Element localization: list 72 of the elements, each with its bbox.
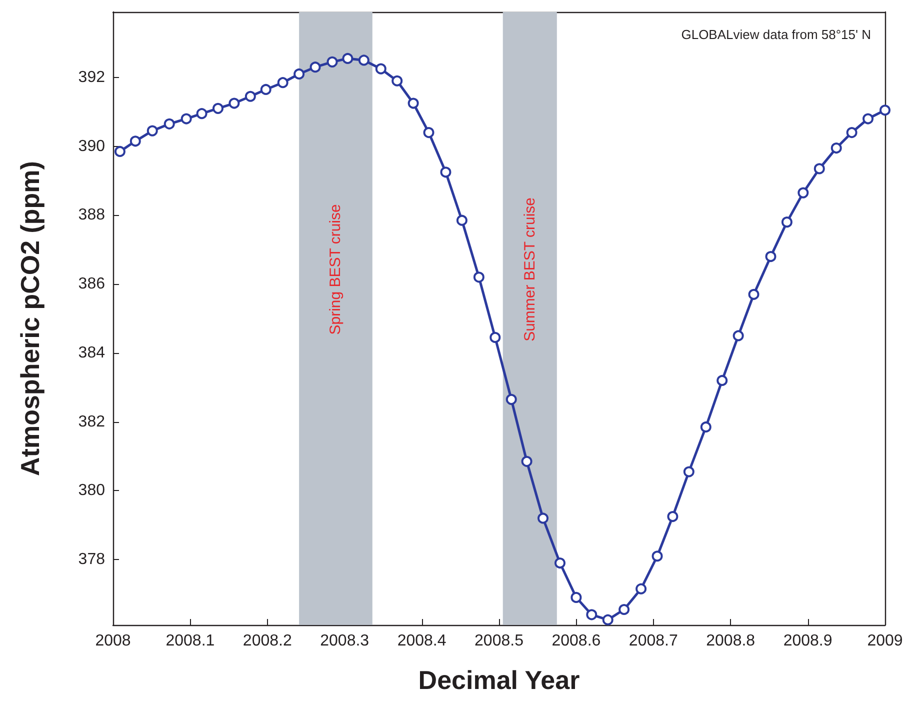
point [146, 125, 158, 136]
y-tick-label: 384 [78, 344, 106, 362]
point [700, 421, 712, 432]
point [130, 136, 141, 147]
point [440, 166, 452, 178]
point [586, 609, 598, 620]
x-tick-label: 2008.4 [397, 632, 446, 650]
band-label: Summer BEST cruise [521, 197, 538, 342]
point [506, 394, 517, 405]
point [652, 550, 663, 562]
point [862, 113, 874, 124]
x-tick-label: 2008.2 [242, 632, 292, 650]
point [212, 102, 224, 114]
x-tick-label: 2009 [867, 632, 903, 650]
point [602, 614, 614, 626]
y-tick-label: 392 [78, 68, 106, 86]
x-tick-label: 2008.6 [552, 632, 601, 650]
y-tick-label: 378 [78, 551, 106, 568]
point [375, 63, 386, 74]
point [830, 142, 842, 154]
point [732, 330, 744, 342]
point [880, 104, 890, 116]
point [228, 98, 240, 109]
point [716, 374, 728, 386]
point [748, 288, 760, 300]
point [196, 108, 208, 120]
point [667, 511, 678, 522]
point [294, 68, 305, 80]
y-tick-label: 386 [78, 276, 106, 293]
point [781, 216, 792, 228]
point [521, 456, 532, 467]
y-tick-label: 382 [78, 413, 106, 430]
point [310, 62, 321, 73]
point [554, 558, 566, 569]
point [846, 127, 858, 138]
x-tick-label: 2008.1 [166, 632, 215, 650]
point [798, 187, 809, 198]
point [538, 512, 549, 524]
point [423, 127, 434, 138]
point [456, 214, 468, 226]
x-tick-label: 2008.3 [320, 632, 370, 650]
point [636, 583, 647, 594]
point [326, 56, 338, 68]
band-label: Spring BEST cruise [327, 204, 344, 335]
y-tick-label: 380 [78, 482, 106, 500]
y-axis-title: Atmospheric pCO2 (ppm) [15, 161, 45, 476]
x-axis-title: Decimal Year [418, 665, 580, 695]
y-tick-label: 390 [78, 138, 106, 155]
x-tick-label: 2008.7 [628, 632, 678, 650]
x-tick-label: 2008 [95, 632, 131, 650]
point [342, 52, 354, 64]
annotation: GLOBALview data from 58°15' N [681, 27, 872, 42]
x-tick-label: 2008.5 [474, 632, 524, 650]
point [683, 466, 694, 478]
point [408, 98, 419, 109]
point [114, 146, 126, 157]
point [260, 84, 272, 95]
point [358, 54, 370, 66]
point [392, 75, 403, 86]
point [618, 604, 630, 615]
point [244, 90, 256, 102]
point [490, 332, 501, 343]
point [570, 592, 582, 603]
x-tick-label: 2008.8 [706, 632, 756, 650]
y-tick-label: 388 [78, 206, 106, 224]
point [814, 163, 825, 174]
x-tick-label: 2008.9 [783, 632, 832, 650]
point [765, 251, 776, 262]
point [277, 77, 288, 88]
point [473, 272, 484, 283]
point [180, 113, 192, 124]
point [164, 118, 175, 130]
